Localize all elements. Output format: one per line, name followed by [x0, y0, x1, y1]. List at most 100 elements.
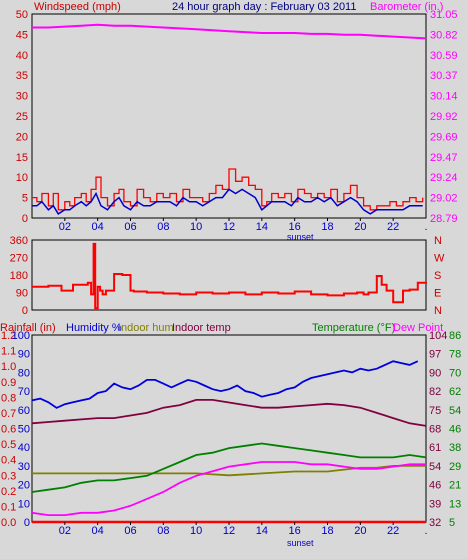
rainfall-axis-tick-label: 0.7: [1, 408, 16, 420]
wind-panel-x-tick-label: 08: [157, 221, 169, 233]
wind-panel-x-tick-label: 14: [256, 221, 268, 233]
indoor-temp-axis-tick-label: 32: [429, 517, 441, 529]
windspeed-axis-tick-label: 45: [16, 29, 28, 41]
bottom-panel-x-tick-label: 14: [256, 525, 268, 537]
indoor-temp-series: [31, 399, 427, 427]
dew-point-axis-label: Dew Point: [393, 322, 443, 334]
barometer-axis-tick-label: 29.47: [430, 152, 458, 164]
wind-panel-x-tick-label: 16: [289, 221, 301, 233]
rainfall-axis-tick-label: 0.6: [1, 424, 16, 436]
bottom-panel-x-tick-label: 16: [289, 525, 301, 537]
direction-axis-tick-label: 90: [16, 288, 28, 300]
windspeed-axis-tick-label: 0: [22, 213, 28, 225]
indoor-temp-axis-tick-label: 39: [429, 498, 441, 510]
temperature-axis-tick-label: 13: [449, 498, 461, 510]
barometer-axis-tick-label: 29.02: [430, 193, 458, 205]
barometer-axis-tick-label: 31.05: [430, 9, 458, 21]
temperature-axis-tick-label: 46: [449, 424, 461, 436]
humidity-axis-tick-label: 40: [18, 442, 30, 454]
humidity-axis-tick-label: 20: [18, 480, 30, 492]
barometer-axis-tick-label: 29.69: [430, 131, 458, 143]
wind-panel-x-tick-label: .: [424, 221, 427, 233]
sunset-label-bottom: sunset: [287, 538, 314, 548]
bottom-panel-x-tick-label: 02: [59, 525, 71, 537]
bottom-panel-x-tick-label: 20: [354, 525, 366, 537]
humidity-axis-tick-label: 90: [18, 349, 30, 361]
humidity-axis-tick-label: 100: [12, 330, 30, 342]
windspeed-axis-tick-label: 40: [16, 50, 28, 62]
temperature-axis-tick-label: 70: [449, 367, 461, 379]
barometer-axis-label: Barometer (in.): [370, 1, 443, 13]
barometer-series: [32, 23, 427, 40]
rainfall-axis-tick-label: 0.4: [1, 455, 16, 467]
direction-axis-tick-label: 0: [22, 305, 28, 317]
humidity-axis-tick-label: 80: [18, 367, 30, 379]
wind-panel-x-tick-label: 10: [190, 221, 202, 233]
wind-panel-x-tick-label: 20: [354, 221, 366, 233]
barometer-axis-tick-label: 29.24: [430, 172, 458, 184]
indoor-temp-axis-tick-label: 61: [429, 442, 441, 454]
windspeed-axis-tick-label: 20: [16, 131, 28, 143]
rainfall-axis-tick-label: 0.8: [1, 392, 16, 404]
barometer-axis-tick-label: 30.82: [430, 29, 458, 41]
humidity-axis-tick-label: 30: [18, 461, 30, 473]
bottom-panel-x-tick-label: 10: [190, 525, 202, 537]
rainfall-axis-tick-label: 0.0: [1, 517, 16, 529]
compass-axis-tick-label: E: [434, 288, 441, 300]
wind-panel-x-tick-label: 04: [92, 221, 104, 233]
sunset-label-top: sunset: [287, 232, 314, 242]
bottom-panel-x-tick-label: 12: [223, 525, 235, 537]
direction-axis-tick-label: 360: [10, 235, 28, 247]
direction-panel-frame: [31, 239, 427, 311]
chart-title: 24 hour graph day : February 03 2011: [172, 1, 356, 13]
rainfall-axis-tick-label: 0.5: [1, 439, 16, 451]
bottom-panel-x-tick-label: .: [424, 525, 427, 537]
wind-direction-series: [32, 242, 427, 310]
wind-panel-x-tick-label: 02: [59, 221, 71, 233]
wind-panel-x-tick-label: 18: [321, 221, 333, 233]
barometer-axis-tick-label: 30.37: [430, 70, 458, 82]
compass-axis-tick-label: W: [434, 253, 445, 265]
humidity-axis-tick-label: 50: [18, 424, 30, 436]
direction-axis-tick-label: 270: [10, 253, 28, 265]
rainfall-axis-tick-label: 1.2: [1, 330, 16, 342]
bottom-panel-x-tick-label: 18: [321, 525, 333, 537]
wind-panel-x-tick-label: 12: [223, 221, 235, 233]
compass-axis-tick-label: N: [434, 305, 442, 317]
temperature-series: [31, 442, 427, 493]
barometer-axis-tick-label: 29.92: [430, 111, 458, 123]
indoor-temp-axis-tick-label: 104: [429, 330, 447, 342]
indoor-humidity-label: Indoor hum: [118, 322, 174, 334]
humidity-axis-tick-label: 70: [18, 386, 30, 398]
wind-gust-series: [32, 168, 424, 211]
compass-axis-tick-label: S: [434, 270, 441, 282]
direction-axis-tick-label: 180: [10, 270, 28, 282]
temperature-axis-tick-label: 29: [449, 461, 461, 473]
bottom-panel-frame: [31, 334, 427, 523]
windspeed-axis-label: Windspeed (mph): [34, 1, 121, 13]
rainfall-axis-tick-label: 1.1: [1, 346, 16, 358]
indoor-temp-axis-tick-label: 54: [429, 461, 441, 473]
indoor-temp-axis-tick-label: 75: [429, 405, 441, 417]
windspeed-axis-tick-label: 15: [16, 152, 28, 164]
bottom-panel-x-tick-label: 04: [92, 525, 104, 537]
temperature-axis-tick-label: 54: [449, 405, 461, 417]
rainfall-axis-tick-label: 0.2: [1, 486, 16, 498]
windspeed-axis-tick-label: 30: [16, 91, 28, 103]
temperature-axis-tick-label: 62: [449, 386, 461, 398]
windspeed-axis-tick-label: 25: [16, 111, 28, 123]
bottom-panel-x-tick-label: 22: [387, 525, 399, 537]
wind-average-series: [32, 188, 423, 215]
humidity-series: [31, 360, 419, 409]
temperature-axis-tick-label: 86: [449, 330, 461, 342]
rainfall-axis-tick-label: 0.9: [1, 377, 16, 389]
barometer-axis-tick-label: 30.59: [430, 50, 458, 62]
temperature-axis-tick-label: 5: [449, 517, 455, 529]
rainfall-axis-tick-label: 0.3: [1, 470, 16, 482]
windspeed-axis-tick-label: 35: [16, 70, 28, 82]
indoor-temp-label: Indoor temp: [172, 322, 231, 334]
windspeed-axis-tick-label: 5: [22, 193, 28, 205]
dew-point-series: [31, 461, 426, 516]
bottom-panel-x-tick-label: 08: [157, 525, 169, 537]
